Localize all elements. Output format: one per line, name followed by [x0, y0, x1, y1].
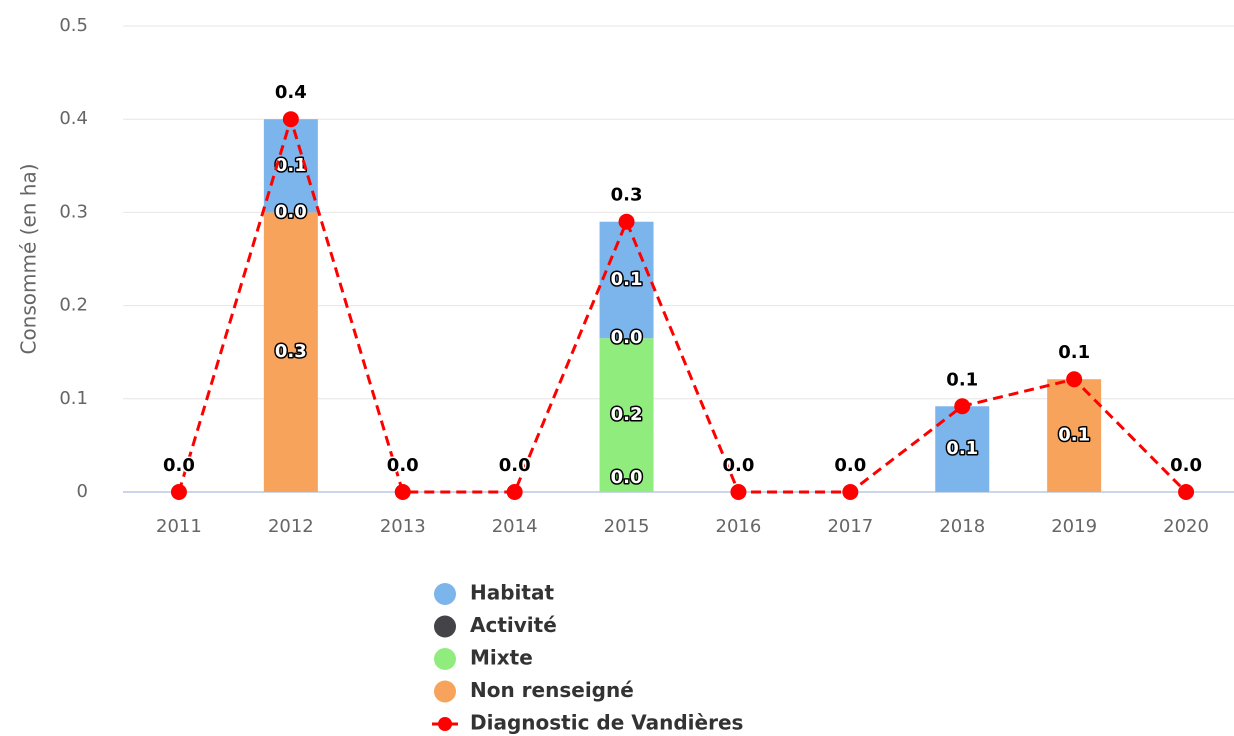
- data-label: 0.0: [723, 455, 755, 476]
- x-tick-label: 2012: [268, 516, 314, 537]
- legend-marker: [434, 680, 456, 703]
- legend-label: Activité: [470, 613, 557, 637]
- line-marker: [842, 484, 859, 500]
- x-tick-label: 2015: [604, 516, 650, 537]
- data-label: 0.3: [275, 341, 307, 362]
- line-marker: [618, 213, 635, 230]
- data-label: 0.0: [1170, 455, 1202, 476]
- line-marker: [394, 484, 411, 500]
- bar-segment: [599, 338, 654, 492]
- y-tick-label: 0.1: [59, 388, 88, 409]
- data-label: 0.4: [275, 82, 307, 103]
- y-tick-label: 0.5: [59, 15, 88, 36]
- legend-marker: [434, 583, 456, 605]
- data-label: 0.1: [1058, 342, 1090, 363]
- x-tick-label: 2013: [380, 516, 426, 537]
- data-label: 0.3: [611, 185, 643, 206]
- data-label: 0.1: [611, 269, 643, 290]
- data-label: 0.0: [611, 327, 643, 348]
- y-tick-label: 0.3: [59, 201, 88, 222]
- y-tick-label: 0.2: [59, 295, 88, 316]
- line-marker: [954, 398, 971, 415]
- y-tick-label: 0: [77, 481, 88, 502]
- x-tick-label: 2014: [492, 516, 538, 537]
- legend-label: Diagnostic de Vandières: [470, 711, 743, 735]
- legend-label: Mixte: [470, 646, 533, 670]
- line-marker: [1178, 484, 1195, 500]
- data-label: 0.0: [499, 455, 531, 476]
- data-label: 0.1: [946, 369, 978, 390]
- data-label: 0.0: [834, 455, 866, 476]
- x-tick-label: 2017: [827, 516, 873, 537]
- x-tick-label: 2019: [1051, 516, 1097, 537]
- legend-marker: [438, 717, 452, 731]
- bar-segment: [263, 119, 318, 213]
- line-marker: [506, 484, 523, 500]
- legend-label: Non renseigné: [470, 678, 634, 702]
- data-label: 0.0: [275, 201, 307, 222]
- line: [177, 113, 1188, 494]
- data-label: 0.1: [275, 155, 307, 176]
- data-label: 0.0: [163, 455, 195, 476]
- data-label: 0.0: [611, 467, 643, 488]
- data-label: 0.1: [946, 438, 978, 459]
- y-axis-label: Consommé (en ha): [17, 163, 41, 354]
- line-marker: [1066, 371, 1083, 388]
- y-tick-label: 0.4: [59, 108, 88, 129]
- x-tick-label: 2016: [716, 516, 762, 537]
- x-tick-label: 2018: [939, 516, 985, 537]
- legend-label: Habitat: [470, 581, 554, 605]
- line-marker: [282, 111, 299, 128]
- data-label: 0.0: [387, 455, 419, 476]
- data-label: 0.1: [1058, 425, 1090, 446]
- bar-segment: [599, 221, 654, 339]
- legend-marker: [434, 615, 456, 638]
- x-tick-label: 2020: [1163, 516, 1209, 537]
- line-marker: [170, 484, 187, 500]
- bar-segment: [1047, 379, 1102, 492]
- data-label: 0.2: [611, 404, 643, 425]
- legend-marker: [434, 648, 456, 670]
- x-tick-label: 2011: [156, 516, 202, 537]
- bar-segment: [263, 212, 318, 492]
- line-marker: [730, 484, 747, 500]
